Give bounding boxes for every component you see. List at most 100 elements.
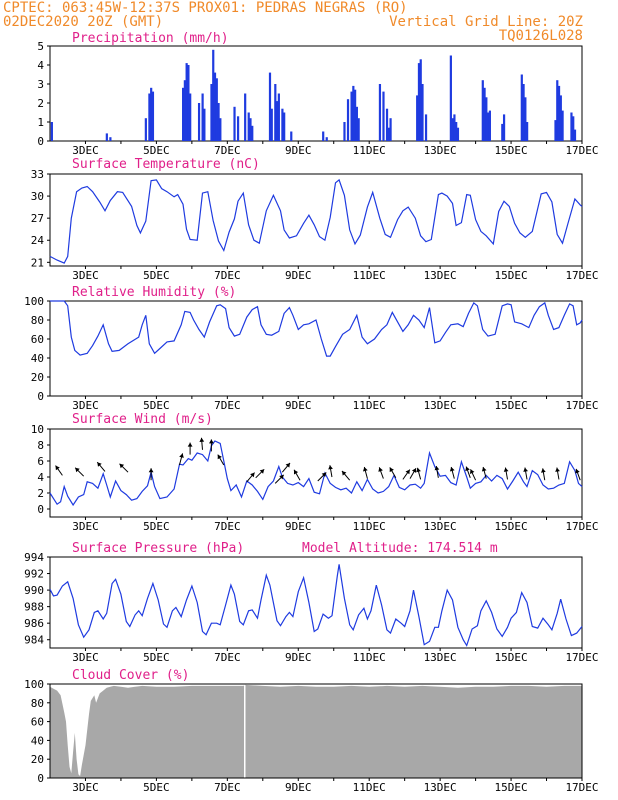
y-tick-label: 0 — [37, 503, 44, 516]
precip-bar — [215, 78, 218, 141]
series-line — [49, 564, 583, 647]
plot-frame — [49, 300, 583, 397]
y-tick-label: 80 — [31, 314, 44, 327]
x-tick-label: 7DEC — [214, 520, 241, 533]
x-tick-label: 5DEC — [143, 520, 170, 533]
precip-bar — [281, 108, 284, 141]
header-grid-line: Vertical Grid Line: 20Z — [389, 14, 583, 30]
wind-arrow-head — [279, 474, 284, 480]
y-tick-label: 40 — [31, 352, 44, 365]
x-tick-label: 17DEC — [565, 144, 598, 157]
precip-bar — [210, 84, 213, 141]
temperature-title: Surface Temperature (nC) — [72, 157, 260, 172]
precip-bar — [203, 108, 206, 141]
precipitation-title: Precipitation (mm/h) — [72, 31, 229, 46]
y-tick-label: 986 — [24, 617, 44, 630]
y-tick-label: 27 — [31, 212, 44, 225]
precip-bar — [354, 89, 357, 141]
header-model-code: TQ0126L028 — [499, 28, 583, 44]
precip-bar — [501, 123, 504, 141]
wind-arrow-head — [342, 471, 347, 476]
wind-arrow-head — [411, 468, 417, 473]
x-tick-label: 11DEC — [353, 269, 386, 282]
wind-arrow-head — [541, 468, 546, 473]
precip-bar — [150, 87, 153, 141]
wind-arrow-head — [97, 462, 102, 467]
precip-bar — [524, 97, 527, 141]
x-tick-label: 15DEC — [495, 781, 528, 794]
y-tick-label: 10 — [31, 423, 44, 436]
precip-bar — [453, 114, 456, 141]
x-tick-label: 13DEC — [424, 144, 457, 157]
x-tick-label: 5DEC — [143, 269, 170, 282]
precip-bar — [277, 93, 280, 141]
x-tick-label: 5DEC — [143, 651, 170, 664]
precipitation-panel: Precipitation (mm/h) 3DEC 5DEC 7DEC 9DEC 11D… — [37, 31, 598, 157]
precip-bar — [387, 127, 390, 141]
precip-bar — [183, 80, 186, 141]
precip-bar — [389, 118, 392, 141]
y-tick-label: 0 — [37, 135, 44, 148]
precip-bar — [189, 93, 192, 141]
x-tick-label: 17DEC — [565, 399, 598, 412]
wind-arrow-head — [363, 467, 368, 472]
x-tick-label: 13DEC — [424, 520, 457, 533]
y-tick-label: 4 — [37, 59, 44, 72]
x-tick-label: 3DEC — [72, 399, 99, 412]
wind-panel: Surface Wind (m/s) 3DEC 5DEC 7DEC 9DEC 11DEC… — [31, 412, 599, 533]
precip-bar — [148, 93, 151, 141]
x-tick-label: 5DEC — [143, 781, 170, 794]
y-tick-label: 4 — [37, 471, 44, 484]
precip-bar — [249, 118, 252, 141]
wind-arrow-head — [187, 442, 193, 447]
x-tick-label: 9DEC — [285, 781, 312, 794]
wind-arrow-head — [217, 454, 222, 460]
precip-bar — [236, 116, 240, 141]
precip-bar — [522, 84, 525, 141]
precip-bar — [570, 112, 573, 141]
precip-bar — [187, 65, 190, 141]
precip-bar — [109, 137, 112, 141]
plot-frame — [49, 173, 583, 267]
precip-bar — [247, 112, 250, 141]
temperature-panel: Surface Temperature (nC) 3DEC 5DEC 7DEC 9DE… — [31, 157, 599, 282]
precip-bar — [50, 122, 53, 141]
precip-bar — [343, 122, 346, 141]
precip-bar — [561, 110, 564, 141]
x-tick-label: 9DEC — [285, 269, 312, 282]
precip-bar — [526, 122, 529, 141]
precip-bar — [350, 91, 353, 141]
wind-arrow-head — [285, 463, 290, 468]
y-tick-label: 100 — [24, 295, 44, 308]
y-tick-label: 0 — [37, 390, 44, 403]
precip-bar — [487, 112, 490, 141]
precip-bar — [274, 84, 277, 141]
x-tick-label: 9DEC — [285, 520, 312, 533]
precip-bar — [217, 103, 220, 141]
series-line — [49, 440, 583, 507]
precip-bar — [105, 133, 108, 141]
x-tick-label: 13DEC — [424, 651, 457, 664]
wind-arrow-head — [449, 467, 455, 472]
series-line — [50, 300, 583, 357]
precip-bar — [382, 91, 385, 141]
x-tick-label: 7DEC — [214, 781, 241, 794]
x-tick-label: 7DEC — [214, 269, 241, 282]
x-tick-label: 17DEC — [565, 781, 598, 794]
wind-arrow-head — [481, 467, 487, 472]
x-tick-label: 9DEC — [285, 144, 312, 157]
y-tick-label: 24 — [31, 234, 45, 247]
precip-bar — [456, 127, 460, 141]
wind-arrow-head — [250, 472, 255, 478]
precip-bar — [201, 93, 204, 141]
x-tick-label: 7DEC — [214, 399, 241, 412]
x-tick-label: 15DEC — [495, 651, 528, 664]
precip-bar — [502, 114, 506, 141]
x-tick-label: 17DEC — [565, 520, 598, 533]
wind-arrow-head — [416, 467, 421, 473]
precip-bar — [151, 91, 155, 141]
plot-frame — [49, 428, 583, 518]
x-tick-label: 11DEC — [353, 651, 386, 664]
x-tick-label: 3DEC — [72, 781, 99, 794]
precip-bar — [572, 116, 575, 141]
